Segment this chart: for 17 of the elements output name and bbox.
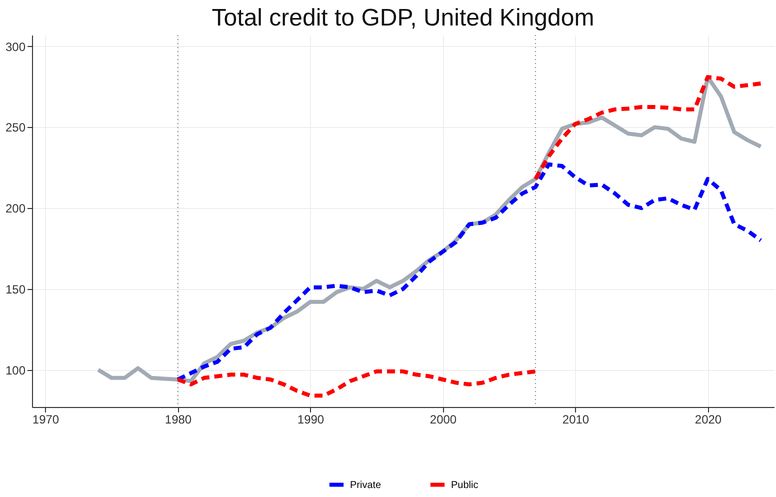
legend-label: Public [451, 480, 478, 491]
legend-label: Private [350, 480, 382, 491]
chart-title: Total credit to GDP, United Kingdom [212, 4, 594, 32]
line-series [534, 75, 763, 181]
y-tick-label: 300 [5, 40, 26, 54]
line-series [176, 369, 538, 398]
y-tick-label: 200 [5, 202, 26, 216]
y-tick-label: 250 [5, 120, 26, 135]
line-series [176, 162, 763, 382]
x-tick-label: 1970 [32, 412, 60, 426]
y-tick-label: 150 [5, 282, 26, 296]
x-tick-label: 2010 [562, 412, 590, 426]
x-tick-label: 2020 [694, 412, 722, 426]
y-tick-label: 100 [5, 363, 26, 378]
x-tick-label: 2000 [430, 412, 457, 426]
x-tick-label: 1990 [297, 412, 324, 426]
x-tick-label: 1980 [164, 412, 192, 426]
